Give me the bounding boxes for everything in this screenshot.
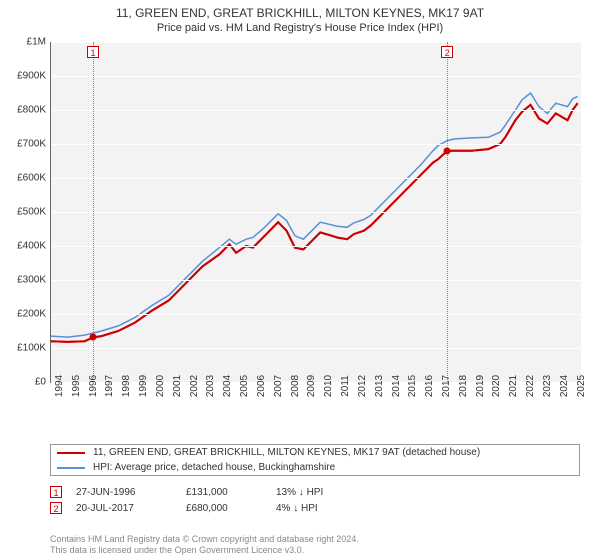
legend-label: 11, GREEN END, GREAT BRICKHILL, MILTON K…	[93, 447, 480, 458]
y-axis-label: £1M	[2, 37, 46, 48]
x-axis-label: 1997	[100, 375, 115, 397]
event-dot	[90, 334, 97, 341]
x-axis-label: 2022	[521, 375, 536, 397]
legend-item: HPI: Average price, detached house, Buck…	[51, 460, 579, 475]
x-axis-label: 2001	[168, 375, 183, 397]
x-axis-label: 2005	[235, 375, 250, 397]
series-hpi	[51, 93, 578, 337]
x-axis-label: 2009	[302, 375, 317, 397]
y-axis-label: £500K	[2, 207, 46, 218]
x-axis-label: 2004	[218, 375, 233, 397]
event-pct: 4% ↓ HPI	[276, 503, 386, 514]
event-pct: 13% ↓ HPI	[276, 487, 386, 498]
x-axis-label: 2024	[555, 375, 570, 397]
x-axis-label: 2015	[403, 375, 418, 397]
event-row-marker: 1	[50, 486, 62, 498]
event-marker-2: 2	[441, 46, 453, 58]
legend-item: 11, GREEN END, GREAT BRICKHILL, MILTON K…	[51, 445, 579, 460]
event-dot	[444, 147, 451, 154]
event-date: 20-JUL-2017	[76, 503, 186, 514]
chart-title: 11, GREEN END, GREAT BRICKHILL, MILTON K…	[0, 0, 600, 22]
legend-swatch	[57, 467, 85, 469]
legend-label: HPI: Average price, detached house, Buck…	[93, 462, 335, 473]
y-axis-label: £400K	[2, 241, 46, 252]
gridline	[51, 144, 581, 145]
event-row-marker: 2	[50, 502, 62, 514]
x-axis-label: 2016	[420, 375, 435, 397]
chart-container: 11, GREEN END, GREAT BRICKHILL, MILTON K…	[0, 0, 600, 560]
x-axis-label: 1999	[134, 375, 149, 397]
event-row: 2 20-JUL-2017£680,0004% ↓ HPI	[50, 500, 580, 516]
gridline	[51, 212, 581, 213]
x-axis-label: 1995	[67, 375, 82, 397]
x-axis-label: 2000	[151, 375, 166, 397]
chart-subtitle: Price paid vs. HM Land Registry's House …	[0, 22, 600, 36]
x-axis-label: 2020	[487, 375, 502, 397]
y-axis-label: £200K	[2, 309, 46, 320]
y-axis-label: £600K	[2, 173, 46, 184]
event-date: 27-JUN-1996	[76, 487, 186, 498]
y-axis-label: £100K	[2, 343, 46, 354]
legend-swatch	[57, 452, 85, 454]
event-price: £680,000	[186, 503, 276, 514]
footer-line-1: Contains HM Land Registry data © Crown c…	[50, 534, 580, 545]
gridline	[51, 246, 581, 247]
gridline	[51, 42, 581, 43]
y-axis-label: £900K	[2, 71, 46, 82]
y-axis-label: £300K	[2, 275, 46, 286]
plot-background: 12	[50, 42, 581, 383]
event-vline	[93, 42, 94, 382]
x-axis-label: 2011	[336, 375, 351, 397]
y-axis-label: £700K	[2, 139, 46, 150]
x-axis-label: 1998	[117, 375, 132, 397]
gridline	[51, 178, 581, 179]
gridline	[51, 110, 581, 111]
gridline	[51, 314, 581, 315]
x-axis-label: 2019	[471, 375, 486, 397]
x-axis-label: 2012	[353, 375, 368, 397]
x-axis-label: 2023	[538, 375, 553, 397]
footer-attribution: Contains HM Land Registry data © Crown c…	[50, 534, 580, 556]
x-axis-label: 2018	[454, 375, 469, 397]
x-axis-label: 2003	[201, 375, 216, 397]
y-axis-label: £0	[2, 377, 46, 388]
event-price: £131,000	[186, 487, 276, 498]
gridline	[51, 280, 581, 281]
series-price-paid-top	[51, 103, 578, 342]
y-axis-label: £800K	[2, 105, 46, 116]
gridline	[51, 348, 581, 349]
x-axis-label: 2007	[269, 375, 284, 397]
x-axis-label: 2002	[185, 375, 200, 397]
x-axis-label: 2025	[572, 375, 587, 397]
x-axis-label: 1994	[50, 375, 65, 397]
gridline	[51, 76, 581, 77]
event-row: 1 27-JUN-1996£131,00013% ↓ HPI	[50, 484, 580, 500]
legend-box: 11, GREEN END, GREAT BRICKHILL, MILTON K…	[50, 444, 580, 476]
x-axis-label: 2013	[370, 375, 385, 397]
event-vline	[447, 42, 448, 382]
x-axis-label: 2010	[319, 375, 334, 397]
x-axis-label: 2017	[437, 375, 452, 397]
x-axis-label: 2021	[504, 375, 519, 397]
x-axis-label: 2006	[252, 375, 267, 397]
event-marker-1: 1	[87, 46, 99, 58]
events-table: 1 27-JUN-1996£131,00013% ↓ HPI 2 20-JUL-201…	[50, 484, 580, 516]
series-price_paid	[51, 103, 578, 342]
x-axis-label: 1996	[84, 375, 99, 397]
x-axis-label: 2008	[286, 375, 301, 397]
x-axis-label: 2014	[387, 375, 402, 397]
chart-area: 12 £0£100K£200K£300K£400K£500K£600K£700K…	[50, 42, 580, 412]
footer-line-2: This data is licensed under the Open Gov…	[50, 545, 580, 556]
